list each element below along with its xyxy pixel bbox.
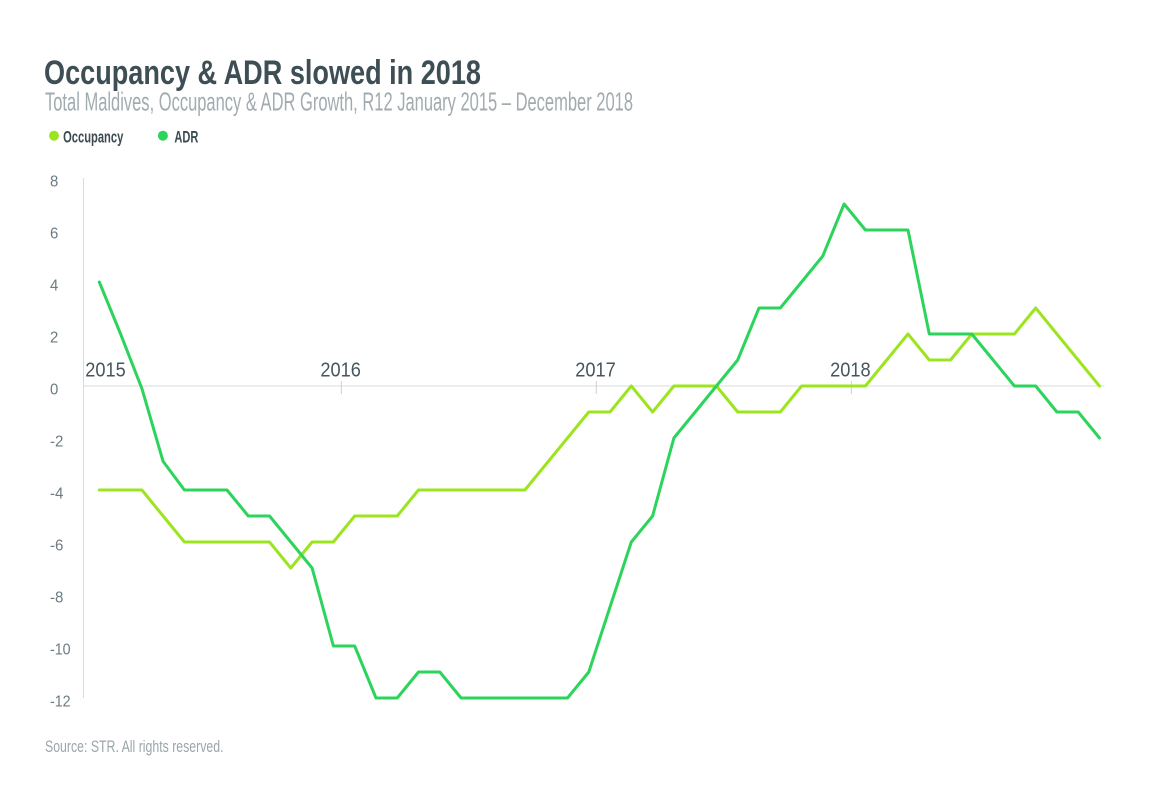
svg-text:8: 8 [50, 174, 58, 191]
svg-text:2018: 2018 [830, 359, 871, 381]
svg-text:6: 6 [50, 226, 58, 243]
svg-text:Source: STR. All rights reserv: Source: STR. All rights reserved. [45, 737, 224, 756]
svg-text:Occupancy & ADR slowed in 2018: Occupancy & ADR slowed in 2018 [44, 54, 481, 92]
svg-text:0: 0 [50, 382, 58, 399]
svg-text:2: 2 [50, 330, 58, 347]
svg-text:-12: -12 [50, 694, 71, 711]
svg-text:-2: -2 [50, 434, 63, 451]
svg-text:Total Maldives, Occupancy & AD: Total Maldives, Occupancy & ADR Growth, … [45, 87, 633, 117]
svg-text:Occupancy: Occupancy [63, 127, 124, 146]
svg-text:2017: 2017 [575, 359, 616, 381]
svg-text:-6: -6 [50, 538, 63, 555]
svg-text:4: 4 [50, 278, 58, 295]
svg-text:-4: -4 [50, 486, 63, 503]
svg-text:2015: 2015 [85, 359, 126, 381]
svg-text:2016: 2016 [320, 359, 361, 381]
svg-text:-8: -8 [50, 590, 63, 607]
svg-text:-10: -10 [50, 642, 71, 659]
svg-text:ADR: ADR [174, 127, 198, 146]
